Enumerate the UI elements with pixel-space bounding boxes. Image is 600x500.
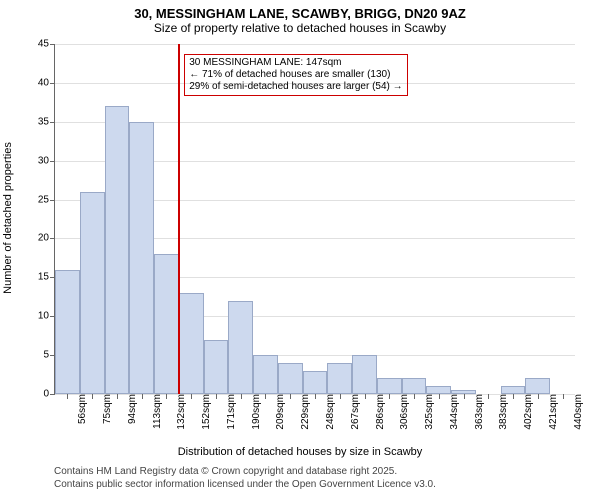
x-tick-label: 421sqm [542, 394, 559, 430]
y-tick [50, 122, 55, 123]
y-tick [50, 161, 55, 162]
histogram-bar-border [278, 363, 303, 394]
x-tick-label: 171sqm [220, 394, 237, 430]
plot-area: 05101520253035404556sqm75sqm94sqm113sqm1… [54, 44, 575, 395]
gridline [55, 44, 575, 45]
y-tick [50, 238, 55, 239]
x-tick [216, 394, 217, 399]
chart-title-line1: 30, MESSINGHAM LANE, SCAWBY, BRIGG, DN20… [0, 6, 600, 21]
annotation-line3: 29% of semi-detached houses are larger (… [189, 81, 402, 93]
y-axis-label: Number of detached properties [2, 118, 14, 318]
x-tick [191, 394, 192, 399]
x-tick [365, 394, 366, 399]
x-tick-label: 94sqm [121, 394, 138, 424]
histogram-bar-border [352, 355, 377, 394]
x-tick [290, 394, 291, 399]
x-tick [241, 394, 242, 399]
x-tick-label: 383sqm [492, 394, 509, 430]
x-tick [488, 394, 489, 399]
histogram-bar-border [80, 192, 105, 394]
chart-container: 30, MESSINGHAM LANE, SCAWBY, BRIGG, DN20… [0, 0, 600, 500]
x-tick-label: 132sqm [170, 394, 187, 430]
histogram-bar-border [402, 378, 427, 394]
histogram-bar-border [154, 254, 179, 394]
histogram-bar-border [204, 340, 229, 394]
x-tick-label: 209sqm [269, 394, 286, 430]
annotation-line2: ← 71% of detached houses are smaller (13… [189, 69, 402, 81]
x-tick [92, 394, 93, 399]
x-tick [538, 394, 539, 399]
chart-title-line2: Size of property relative to detached ho… [0, 21, 600, 35]
x-tick [513, 394, 514, 399]
x-tick [166, 394, 167, 399]
x-tick [414, 394, 415, 399]
histogram-bar-border [377, 378, 402, 394]
x-tick [340, 394, 341, 399]
x-tick-label: 267sqm [344, 394, 361, 430]
y-tick [50, 200, 55, 201]
x-tick-label: 306sqm [393, 394, 410, 430]
x-tick [315, 394, 316, 399]
x-tick-label: 56sqm [71, 394, 88, 424]
x-tick [439, 394, 440, 399]
histogram-bar-border [426, 386, 451, 394]
x-tick-label: 286sqm [369, 394, 386, 430]
x-tick-label: 113sqm [146, 394, 163, 429]
x-tick [464, 394, 465, 399]
histogram-bar-border [327, 363, 352, 394]
histogram-bar-border [179, 293, 204, 394]
x-tick-label: 75sqm [96, 394, 113, 424]
x-tick-label: 152sqm [195, 394, 212, 430]
histogram-bar-border [501, 386, 526, 394]
y-tick [50, 394, 55, 395]
x-tick [389, 394, 390, 399]
x-tick-label: 325sqm [418, 394, 435, 430]
x-tick-label: 344sqm [443, 394, 460, 430]
y-tick [50, 44, 55, 45]
histogram-bar-border [253, 355, 278, 394]
x-tick-label: 229sqm [294, 394, 311, 430]
x-tick-label: 402sqm [517, 394, 534, 430]
annotation-line1: 30 MESSINGHAM LANE: 147sqm [189, 57, 402, 69]
histogram-bar-border [525, 378, 550, 394]
marker-line [178, 44, 180, 394]
x-tick-label: 440sqm [567, 394, 584, 430]
x-tick [563, 394, 564, 399]
histogram-bar-border [303, 371, 328, 394]
x-tick [67, 394, 68, 399]
x-tick [265, 394, 266, 399]
histogram-bar-border [129, 122, 154, 394]
x-axis-label: Distribution of detached houses by size … [0, 446, 600, 458]
annotation-box: 30 MESSINGHAM LANE: 147sqm← 71% of detac… [184, 54, 407, 96]
x-tick-label: 363sqm [468, 394, 485, 430]
y-tick [50, 83, 55, 84]
histogram-bar-border [55, 270, 80, 394]
histogram-bar-border [228, 301, 253, 394]
x-tick [142, 394, 143, 399]
x-tick [117, 394, 118, 399]
x-tick-label: 190sqm [245, 394, 262, 430]
footer-line2: Contains public sector information licen… [54, 479, 436, 490]
histogram-bar-border [105, 106, 130, 394]
x-tick-label: 248sqm [319, 394, 336, 430]
footer-line1: Contains HM Land Registry data © Crown c… [54, 466, 397, 477]
